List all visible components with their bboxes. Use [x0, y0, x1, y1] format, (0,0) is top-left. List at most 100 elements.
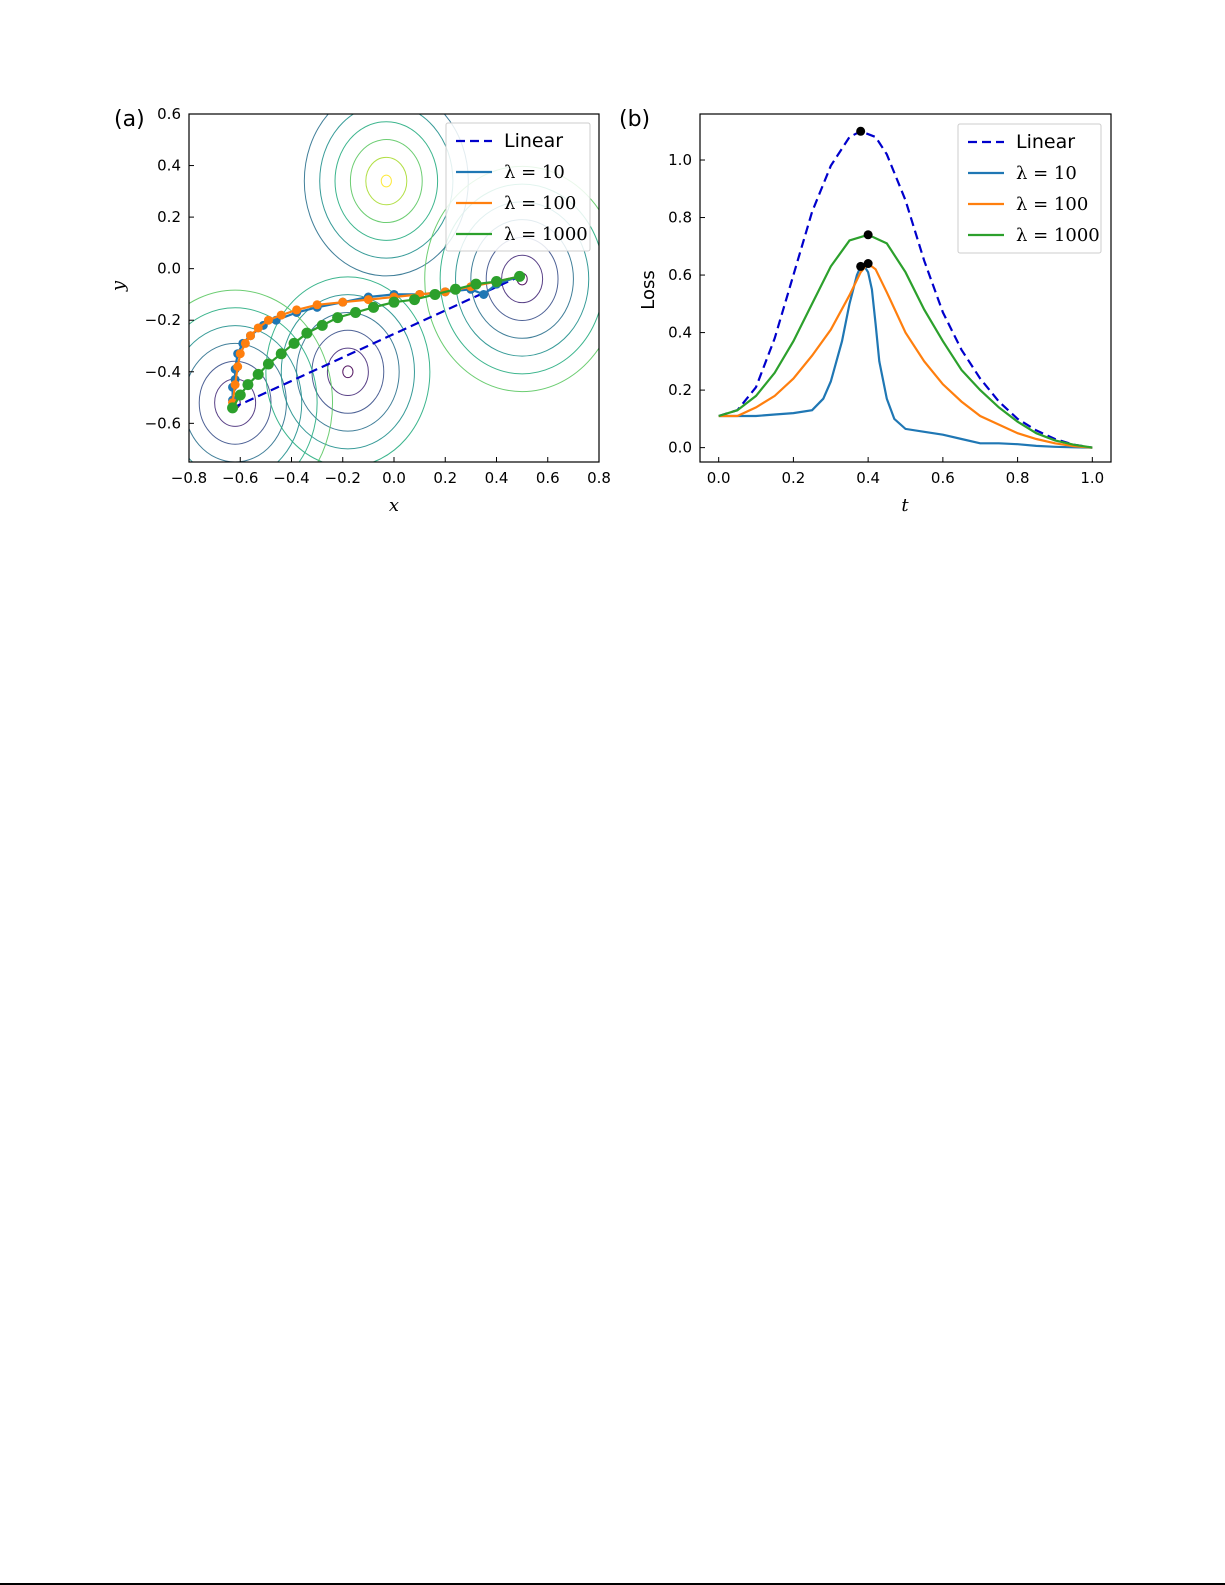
- series-point-3: [429, 288, 441, 300]
- legend-frame: [957, 123, 1102, 254]
- contour-line: [326, 347, 369, 396]
- series-point-3: [332, 312, 344, 324]
- x-tick-label: 0.2: [433, 469, 457, 487]
- series-line-1: [718, 265, 1093, 449]
- y-tick-label: 0.4: [157, 157, 181, 175]
- panel-a-ylabel: y: [108, 280, 129, 292]
- series-point-3: [350, 306, 362, 318]
- series-point-3: [409, 294, 420, 306]
- panel-a-xlabel: x: [389, 495, 399, 516]
- series-point-3: [234, 389, 246, 401]
- panel-a-legend: Linear λ = 10 λ = 100 λ = 1000: [445, 122, 591, 252]
- contour-line: [334, 121, 439, 241]
- series-point-3: [288, 337, 300, 349]
- y-tick-label: 0.2: [157, 208, 181, 226]
- contour-line: [349, 139, 423, 224]
- panel-a-ticks: −0.8 −0.6 −0.4 −0.2 0.0 0.2 0.4 0.6 0.8 0.6 0.4 0.2…: [145, 105, 611, 487]
- series-point-3: [227, 402, 239, 414]
- contour-line: [189, 325, 303, 462]
- contour-line: [342, 365, 354, 379]
- series-point-3: [301, 327, 313, 339]
- series-line-2: [718, 262, 1093, 449]
- y-tick-label: 0.6: [668, 266, 692, 284]
- y-tick-label: 1.0: [668, 151, 692, 169]
- legend-label: λ = 100: [1016, 194, 1088, 215]
- x-tick-label: 0.6: [536, 469, 560, 487]
- series-point-2: [253, 323, 263, 333]
- legend-frame: [445, 122, 591, 252]
- contour-line: [189, 289, 333, 462]
- series-point-3: [262, 358, 274, 370]
- series-point-1: [479, 289, 489, 299]
- contour-line: [365, 156, 408, 206]
- panel-b-frame: [699, 113, 1112, 463]
- legend-label: Linear: [504, 130, 563, 152]
- y-tick-label: −0.4: [145, 363, 181, 381]
- x-tick-label: 0.4: [485, 469, 509, 487]
- x-tick-label: 0.0: [382, 469, 406, 487]
- series-point-2: [292, 305, 302, 315]
- series-point-3: [316, 319, 328, 331]
- contour-line: [280, 294, 415, 450]
- contour-line: [189, 307, 318, 462]
- series-point-3: [514, 270, 526, 282]
- panel-b-legend: Linear λ = 10 λ = 100 λ = 1000: [957, 123, 1102, 254]
- series-point-2: [230, 380, 240, 390]
- y-tick-label: 0.4: [668, 324, 692, 342]
- series-point-3: [368, 301, 379, 313]
- series-line-0: [718, 130, 1093, 449]
- legend-label: Linear: [1016, 131, 1075, 153]
- series-point-3: [491, 276, 502, 288]
- series-point-2: [276, 310, 286, 320]
- series-line-3: [718, 233, 1093, 449]
- peak-marker: [856, 261, 866, 271]
- y-tick-label: 0.2: [668, 381, 692, 399]
- panel-a-label: (a): [114, 107, 145, 132]
- series-point-3: [242, 379, 254, 391]
- contour-line: [265, 276, 431, 462]
- series-point-3: [252, 368, 264, 380]
- series-point-3: [470, 278, 482, 290]
- x-tick-label: −0.8: [171, 469, 207, 487]
- peak-marker: [856, 126, 866, 136]
- y-tick-label: 0.0: [668, 439, 692, 457]
- series-point-2: [363, 295, 373, 305]
- y-tick-label: 0.8: [668, 209, 692, 227]
- legend-label: λ = 1000: [504, 224, 588, 245]
- panel-b-ticks: 0.0 0.2 0.4 0.6 0.8 1.0 0.0 0.2 0.4 0.6 0.8 1.0: [668, 151, 1104, 487]
- x-tick-label: −0.6: [222, 469, 258, 487]
- series-point-2: [312, 300, 322, 310]
- peak-marker: [863, 259, 873, 269]
- series-point-2: [240, 338, 250, 348]
- series-point-2: [246, 331, 255, 341]
- y-tick-label: −0.6: [145, 414, 181, 432]
- x-tick-label: 0.2: [781, 469, 805, 487]
- series-point-3: [450, 283, 461, 295]
- x-tick-label: −0.2: [325, 469, 361, 487]
- x-tick-label: 0.4: [856, 469, 880, 487]
- series-point-3: [275, 348, 287, 360]
- series-line-0: [232, 275, 521, 409]
- contour-line: [501, 254, 544, 304]
- series-point-2: [263, 315, 273, 325]
- series-point-2: [235, 349, 245, 359]
- panel-b: 0.0 0.2 0.4 0.6 0.8 1.0 0.0 0.2 0.4 0.6 0.8 1.0 (b)…: [619, 107, 1112, 516]
- contour-line: [380, 174, 392, 188]
- series-point-2: [233, 362, 243, 372]
- x-tick-label: 0.0: [707, 469, 731, 487]
- panel-b-plot: [718, 126, 1093, 449]
- page-bottom-rule: [0, 1583, 1225, 1585]
- panel-b-label: (b): [619, 107, 650, 132]
- contour-line: [198, 360, 272, 445]
- panel-a: −0.8 −0.6 −0.4 −0.2 0.0 0.2 0.4 0.6 0.8 0.6 0.4 0.2…: [108, 105, 611, 516]
- y-tick-label: 0.0: [157, 260, 181, 278]
- x-tick-label: 0.6: [931, 469, 955, 487]
- y-tick-label: −0.2: [145, 311, 181, 329]
- x-tick-label: 1.0: [1080, 469, 1104, 487]
- series-point-2: [338, 297, 348, 307]
- series-point-3: [388, 296, 400, 308]
- legend-label: λ = 1000: [1016, 225, 1100, 246]
- legend-label: λ = 10: [1016, 163, 1077, 184]
- panel-b-xlabel: t: [901, 495, 909, 516]
